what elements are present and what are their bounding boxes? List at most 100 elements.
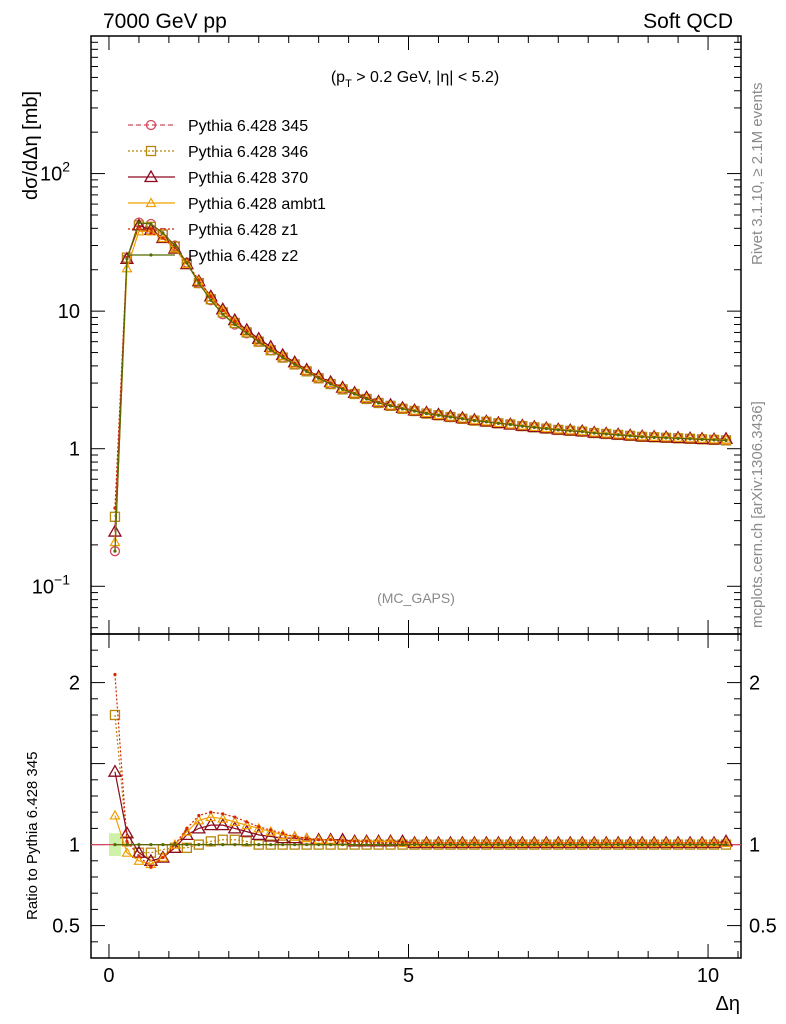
legend-marker (145, 145, 157, 157)
ratio-data-point (121, 846, 133, 857)
ratio-data-point (388, 843, 393, 847)
legend-label: Pythia 6.428 370 (188, 170, 308, 187)
main-data-point (161, 236, 165, 240)
main-data-point (167, 241, 182, 254)
ratio-data-point (257, 843, 261, 847)
ratio-data-point (245, 820, 249, 824)
main-data-point (233, 319, 237, 324)
ratio-data-point (133, 855, 145, 865)
ratio-data-point (113, 843, 117, 847)
legend-label: Pythia 6.428 z2 (188, 248, 298, 265)
ratio-series-3 (113, 672, 728, 869)
ratio-data-point (460, 843, 465, 847)
main-data-point (436, 413, 441, 417)
main-data-point (696, 433, 708, 443)
ratio-data-point (640, 843, 644, 847)
main-data-point (305, 369, 309, 373)
ratio-data-point (720, 837, 732, 848)
ratio-data-point (145, 847, 157, 858)
main-data-point (460, 417, 465, 421)
ratio-series-line (114, 714, 727, 854)
ratio-data-point (696, 837, 708, 848)
ratio-data-point (564, 837, 576, 848)
main-y-axis-label: dσ/dΔη [mb] (20, 91, 42, 200)
ratio-data-point (448, 843, 453, 847)
ratio-data-point (480, 837, 492, 848)
ratio-data-point (109, 709, 121, 721)
ratio-data-point (143, 853, 159, 866)
main-data-point (245, 331, 249, 335)
main-data-point (412, 409, 417, 413)
main-data-point (636, 430, 648, 441)
ratio-data-point (341, 839, 345, 843)
main-data-point (281, 355, 285, 360)
ratio-data-point (257, 825, 261, 829)
main-data-point (628, 434, 632, 438)
ratio-data-point (113, 672, 117, 677)
ratio-data-point (209, 843, 213, 847)
ratio-data-point (628, 843, 632, 847)
ratio-data-point (277, 829, 289, 839)
main-data-point (388, 404, 393, 408)
ratio-data-point (575, 835, 590, 849)
ratio-data-point (479, 835, 494, 849)
main-data-point (528, 421, 540, 432)
ratio-data-point (456, 837, 468, 848)
main-series-line (114, 226, 727, 509)
main-data-point (672, 432, 684, 442)
main-y-tick-label: 1 (69, 439, 80, 461)
main-data-point (552, 423, 564, 434)
x-axis-label: Δη (716, 993, 740, 1015)
main-y-tick-label: 10 (58, 301, 80, 323)
main-data-point (664, 436, 668, 440)
ratio-data-point (503, 835, 518, 849)
ratio-data-point (684, 837, 696, 848)
ratio-series-2 (109, 809, 732, 869)
main-data-point (580, 430, 584, 434)
ratio-series-4 (113, 843, 728, 847)
ratio-data-point (491, 835, 506, 849)
main-data-point (173, 243, 177, 248)
ratio-data-point (540, 837, 552, 848)
main-data-point (317, 376, 321, 380)
main-data-point (113, 506, 117, 510)
main-data-point (221, 312, 225, 316)
main-data-point (181, 258, 193, 269)
legend-entry: Pythia 6.428 370 (128, 169, 308, 187)
main-data-point (670, 430, 686, 443)
main-data-point (376, 401, 381, 405)
main-series-3 (109, 225, 732, 547)
ratio-data-point (209, 810, 213, 814)
main-series-line (114, 221, 727, 552)
ratio-series-0 (109, 709, 732, 858)
ratio-data-point (305, 843, 309, 847)
legend-marker (145, 197, 157, 208)
main-data-point (455, 410, 470, 424)
main-data-point (508, 422, 512, 427)
main-series-0 (109, 217, 732, 557)
main-subtitle: (pT > 0.2 GeV, |η| < 5.2) (331, 69, 499, 90)
ratio-data-point (508, 843, 512, 847)
ratio-data-point (660, 837, 672, 848)
ratio-data-point (676, 843, 680, 847)
main-data-point (647, 429, 662, 442)
legend-marker (143, 169, 159, 183)
ratio-data-point (289, 830, 301, 841)
ratio-data-point (227, 821, 242, 834)
main-data-point (676, 436, 680, 440)
legend-marker (149, 227, 153, 231)
main-data-point (540, 422, 552, 433)
ratio-data-point (647, 835, 662, 849)
ratio-data-point (588, 837, 600, 848)
ratio-data-point (185, 843, 189, 847)
main-series-line (114, 224, 727, 517)
ratio-data-point (233, 843, 237, 847)
mc-gaps-annotation: (MC_GAPS) (377, 590, 455, 606)
main-series-5 (113, 221, 728, 553)
main-data-point (472, 419, 477, 423)
ratio-data-point (527, 835, 542, 849)
x-tick-label: 10 (697, 965, 719, 987)
ratio-data-point (193, 814, 205, 825)
ratio-data-point (239, 824, 254, 837)
main-data-point (544, 427, 548, 431)
